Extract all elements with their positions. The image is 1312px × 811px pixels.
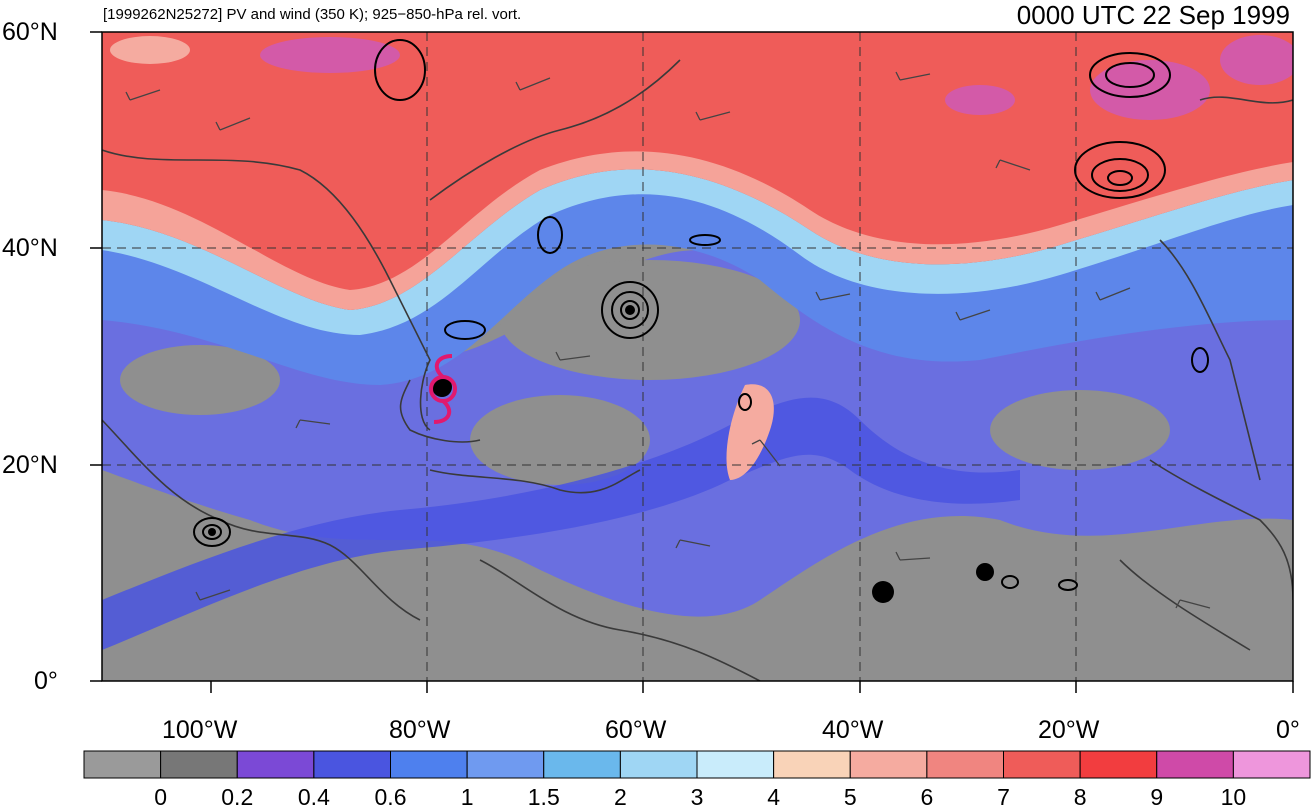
colorbar-label: 8 [1073,784,1087,810]
lon-label-60w: 60°W [605,716,667,744]
map-title: [1999262N25272] PV and wind (350 K); 925… [103,6,522,23]
lon-label-40w: 40°W [822,716,884,744]
colorbar-label: 0.6 [374,784,407,810]
pv-salmon-fringe [102,151,1293,310]
pv-light-blue-fringe [102,169,1293,335]
colorbar-swatch [83,750,162,779]
coastlines [102,59,1293,681]
colorbar-label: 2 [613,784,627,810]
lat-label-0: 0° [34,667,58,695]
colorbar-label: 5 [843,784,857,810]
colorbar-swatch [1079,750,1158,779]
colorbar-label: 3 [690,784,704,810]
colorbar-swatch [773,750,851,779]
colorbar-label: 0 [154,784,168,810]
pv-low-pocket-2 [470,395,650,485]
tropical-cyclone-symbol [429,354,457,424]
lon-label-100w: 100°W [162,716,238,744]
colorbar-label: 1 [460,784,474,810]
colorbar [83,750,1311,779]
colorbar-swatch [313,750,391,779]
pv-low-pocket-3 [990,390,1170,470]
colorbar-label: 1.5 [527,784,560,810]
colorbar-swatch [543,750,621,779]
colorbar-swatch [160,750,238,779]
pv-tropical-tongue [726,384,774,480]
vorticity-contours [193,39,1209,591]
lon-label-0: 0° [1276,716,1300,744]
axis-ticks [90,31,1294,693]
pv-blue-band-south [102,397,1020,650]
wind-barbs [125,71,1211,609]
colorbar-label: 10 [1220,784,1247,810]
colorbar-label: 6 [920,784,934,810]
pv-core-2 [1090,60,1210,120]
pv-core-3 [1220,35,1293,85]
colorbar-label: 0.4 [297,784,330,810]
colorbar-label: 9 [1150,784,1164,810]
pv-field [102,32,1293,681]
lat-label-40n: 40°N [2,234,58,262]
pv-low-pocket-4 [120,345,280,415]
colorbar-label: 4 [767,784,781,810]
colorbar-swatch [849,750,928,779]
colorbar-swatch [619,750,698,779]
lat-label-20n: 20°N [2,451,58,479]
colorbar-swatch [466,750,545,779]
colorbar-swatch [926,750,1004,779]
map-frame [101,31,1294,682]
colorbar-swatch [1003,750,1081,779]
lon-label-80w: 80°W [389,716,451,744]
graticule [102,32,1293,681]
colorbar-swatch [236,750,315,779]
vorticity-maxima [208,305,994,603]
map-timestamp: 0000 UTC 22 Sep 1999 [1016,0,1290,30]
pv-core-1 [260,37,400,73]
colorbar-label: 0.2 [221,784,254,810]
colorbar-swatch [696,750,775,779]
pv-core-4 [945,85,1015,115]
colorbar-swatch [390,750,468,779]
lon-label-20w: 20°W [1038,716,1100,744]
pv-blue-band [102,189,1293,385]
colorbar-swatch [1156,750,1234,779]
colorbar-swatch [1232,750,1311,779]
pv-salmon-patch [110,36,190,64]
colorbar-label: 7 [997,784,1010,810]
lat-label-60n: 60°N [2,18,58,46]
pv-low-pocket-1 [500,260,800,380]
